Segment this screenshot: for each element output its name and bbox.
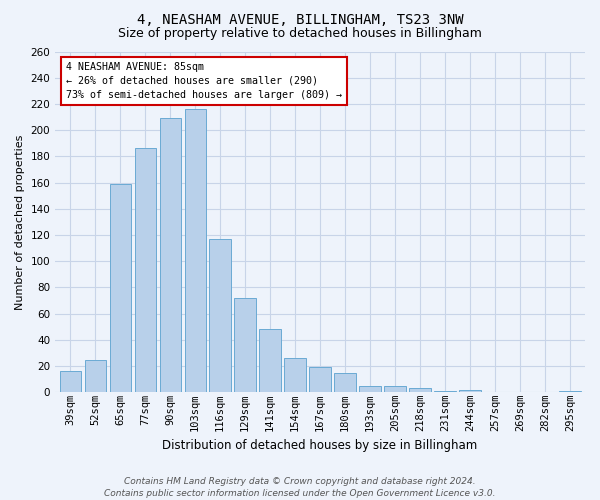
Bar bbox=[59, 372, 81, 392]
Bar bbox=[434, 391, 455, 392]
Bar bbox=[334, 372, 356, 392]
Bar bbox=[85, 360, 106, 392]
Bar bbox=[559, 391, 581, 392]
Bar bbox=[359, 386, 380, 392]
Bar bbox=[284, 358, 306, 392]
Text: Size of property relative to detached houses in Billingham: Size of property relative to detached ho… bbox=[118, 28, 482, 40]
Bar bbox=[409, 388, 431, 392]
Y-axis label: Number of detached properties: Number of detached properties bbox=[15, 134, 25, 310]
Bar bbox=[310, 368, 331, 392]
Bar bbox=[185, 109, 206, 393]
Bar bbox=[209, 239, 231, 392]
Bar bbox=[259, 330, 281, 392]
Bar bbox=[460, 390, 481, 392]
Text: 4, NEASHAM AVENUE, BILLINGHAM, TS23 3NW: 4, NEASHAM AVENUE, BILLINGHAM, TS23 3NW bbox=[137, 12, 463, 26]
Bar bbox=[134, 148, 156, 392]
Bar bbox=[160, 118, 181, 392]
Bar bbox=[110, 184, 131, 392]
Bar bbox=[385, 386, 406, 392]
X-axis label: Distribution of detached houses by size in Billingham: Distribution of detached houses by size … bbox=[163, 440, 478, 452]
Text: Contains HM Land Registry data © Crown copyright and database right 2024.
Contai: Contains HM Land Registry data © Crown c… bbox=[104, 476, 496, 498]
Text: 4 NEASHAM AVENUE: 85sqm
← 26% of detached houses are smaller (290)
73% of semi-d: 4 NEASHAM AVENUE: 85sqm ← 26% of detache… bbox=[66, 62, 342, 100]
Bar bbox=[235, 298, 256, 392]
